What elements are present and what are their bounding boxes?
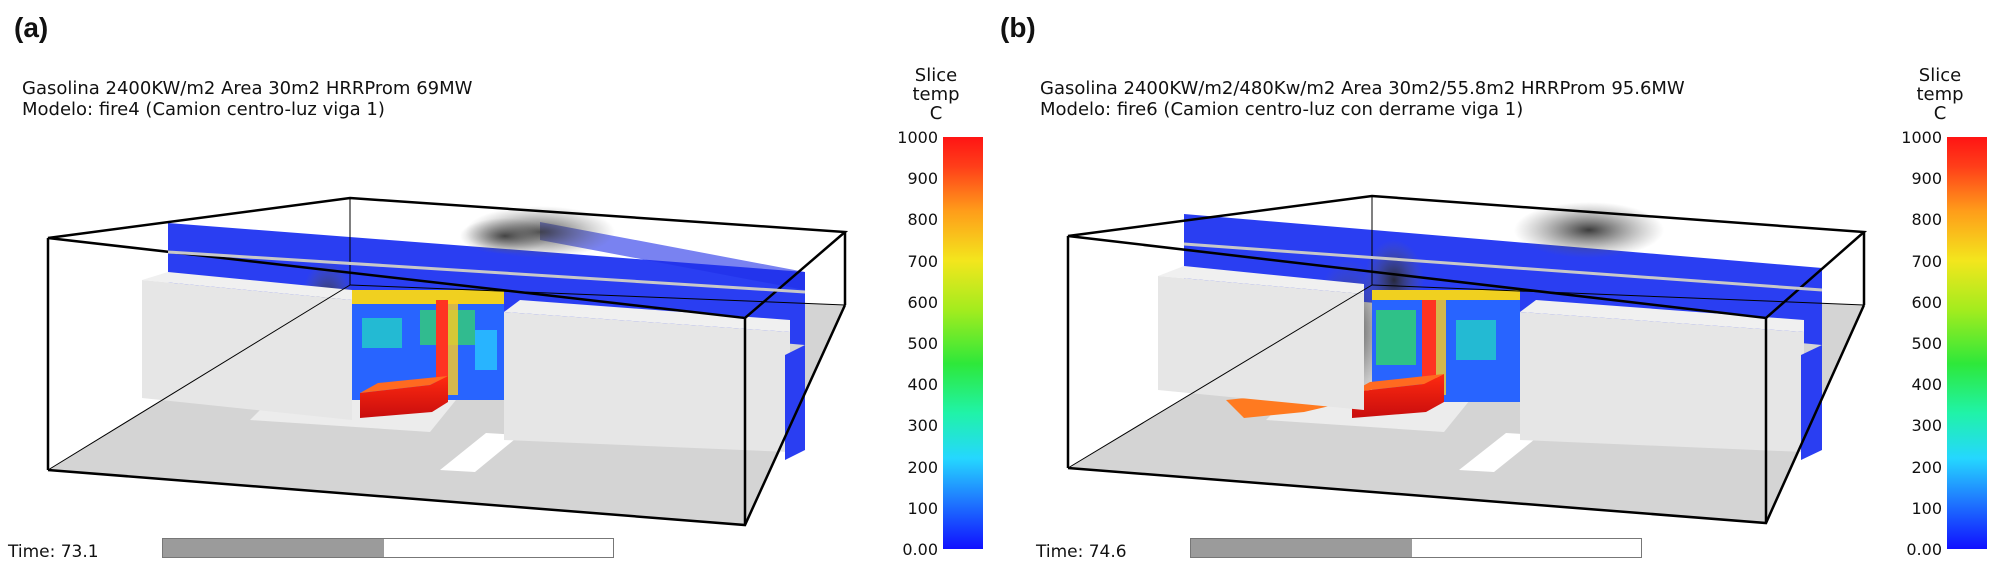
legend-title-line-2: temp xyxy=(912,84,960,105)
colorbar-tick: 900 xyxy=(1911,169,1942,189)
legend-title-line-1: Slice xyxy=(1918,65,1962,86)
time-progress-bar xyxy=(162,538,614,558)
colorbar-tick: 500 xyxy=(1911,334,1942,353)
colorbar-tick: 100 xyxy=(907,498,938,518)
left-block xyxy=(142,280,352,420)
time-progress-bar xyxy=(1190,538,1642,558)
legend-title-line-2: temp xyxy=(1916,84,1964,105)
domain-bounding-box xyxy=(1066,194,1868,525)
caption-line-2: Modelo: fire4 (Camion centro-luz viga 1) xyxy=(22,99,385,120)
colorbar-tick: 1000 xyxy=(897,128,938,147)
right-block xyxy=(1520,312,1804,452)
colorbar-tick: 0.00 xyxy=(902,540,938,559)
colorbar-tick: 800 xyxy=(1911,210,1942,230)
truck-fire xyxy=(360,376,448,418)
colorbar-tick: 600 xyxy=(907,292,938,312)
right-block xyxy=(504,312,790,452)
temperature-colorbar xyxy=(1947,137,1987,549)
panel-b: (b) Gasolina 2400KW/m2/480Kw/m2 Area 30m… xyxy=(1000,0,2008,578)
colorbar-tick: 500 xyxy=(907,334,938,353)
left-block xyxy=(1158,276,1364,410)
domain-bounding-box xyxy=(46,196,849,527)
panel-label: (b) xyxy=(1000,12,1036,43)
smoke-plume xyxy=(1514,202,1664,258)
time-label: Time: 74.6 xyxy=(1036,542,1127,562)
panel-a: (a) Gasolina 2400KW/m2 Area 30m2 HRRProm… xyxy=(8,12,983,562)
fire-simulation-scene-a xyxy=(46,196,849,527)
colorbar-tick: 900 xyxy=(907,169,938,189)
temperature-colorbar xyxy=(943,137,983,549)
colorbar-tick: 200 xyxy=(907,457,938,477)
caption-line-1: Gasolina 2400KW/m2 Area 30m2 HRRProm 69M… xyxy=(22,78,473,99)
colorbar-tick: 0.00 xyxy=(1906,540,1942,559)
colorbar-tick: 400 xyxy=(1911,375,1942,395)
time-progress-fill xyxy=(163,539,384,557)
colorbar-tick: 800 xyxy=(907,210,938,230)
caption-line-1: Gasolina 2400KW/m2/480Kw/m2 Area 30m2/55… xyxy=(1040,78,1685,99)
colorbar-tick: 300 xyxy=(907,416,938,436)
time-label: Time: 73.1 xyxy=(8,542,99,562)
colorbar-tick: 1000 xyxy=(1901,128,1942,147)
fire-simulation-scene-b xyxy=(1066,194,1868,525)
panel-label: (a) xyxy=(14,12,49,43)
colorbar-tick: 600 xyxy=(1911,292,1942,312)
colorbar-tick: 100 xyxy=(1911,498,1942,518)
legend-title-line-3: C xyxy=(1933,103,1947,124)
colorbar-tick: 700 xyxy=(907,251,938,271)
caption-line-2: Modelo: fire6 (Camion centro-luz con der… xyxy=(1040,99,1524,120)
legend-title: Slice temp C xyxy=(906,66,966,123)
floor-gap xyxy=(1459,433,1540,472)
legend-title-line-1: Slice xyxy=(914,65,958,86)
legend-title-line-3: C xyxy=(929,103,943,124)
colorbar-tick: 700 xyxy=(1911,251,1942,271)
simulation-caption: Gasolina 2400KW/m2/480Kw/m2 Area 30m2/55… xyxy=(1040,78,1685,120)
truck-fire xyxy=(1352,374,1444,418)
simulation-caption: Gasolina 2400KW/m2 Area 30m2 HRRProm 69M… xyxy=(22,78,472,120)
legend-title: Slice temp C xyxy=(1910,66,1970,123)
colorbar-tick: 400 xyxy=(907,375,938,395)
colorbar-tick: 300 xyxy=(1911,416,1942,436)
colorbar-tick: 200 xyxy=(1911,457,1942,477)
time-progress-fill xyxy=(1191,539,1412,557)
floor-gap xyxy=(440,433,520,472)
